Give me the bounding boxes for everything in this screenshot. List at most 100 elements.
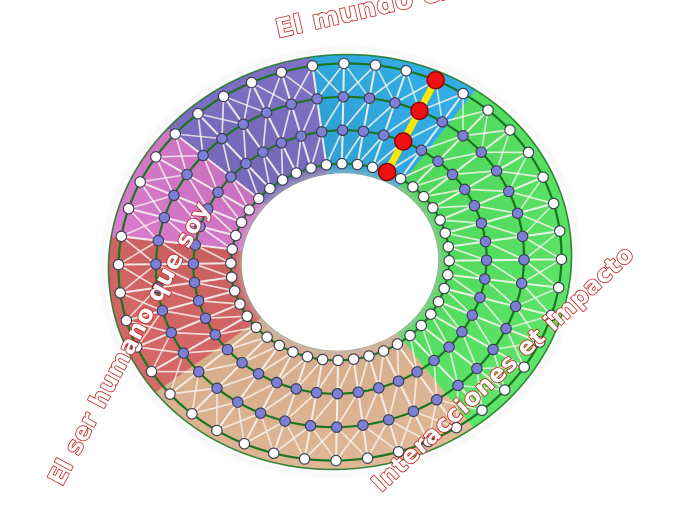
highlight-node-1[interactable] bbox=[377, 162, 397, 182]
node-white bbox=[134, 176, 146, 188]
node-blue bbox=[192, 295, 205, 307]
mesh-diagonal bbox=[451, 170, 498, 176]
mesh-spoke bbox=[197, 348, 229, 373]
node-white bbox=[442, 241, 455, 253]
highlight-line[interactable] bbox=[383, 76, 440, 176]
node-blue bbox=[285, 98, 298, 110]
node-white bbox=[145, 365, 158, 378]
highlight-node-2[interactable] bbox=[394, 132, 413, 151]
mesh-diagonal bbox=[399, 160, 439, 180]
node-blue bbox=[231, 396, 244, 408]
node-white bbox=[417, 190, 430, 203]
node-blue bbox=[254, 407, 267, 419]
mesh-spoke bbox=[259, 381, 278, 415]
node-white bbox=[250, 321, 263, 334]
mesh-diagonal bbox=[437, 300, 463, 333]
mesh-fan bbox=[507, 151, 530, 193]
mesh-diagonal bbox=[117, 263, 159, 289]
mesh-diagonal bbox=[492, 348, 506, 391]
mesh-spoke bbox=[204, 302, 241, 320]
mesh-diagonal bbox=[387, 380, 400, 421]
node-white bbox=[457, 87, 469, 100]
highlight-node-3[interactable] bbox=[410, 101, 429, 121]
mesh-spoke bbox=[480, 212, 519, 225]
node-blue bbox=[181, 168, 193, 181]
mesh-spoke bbox=[229, 176, 260, 200]
mesh-fan bbox=[250, 81, 293, 105]
node-blue bbox=[168, 189, 180, 202]
node-blue bbox=[260, 106, 273, 119]
mesh-fan bbox=[150, 331, 173, 373]
mesh-fan bbox=[120, 216, 166, 238]
mesh-spoke bbox=[215, 361, 244, 390]
node-blue bbox=[237, 118, 250, 131]
node-blue bbox=[466, 309, 479, 321]
mesh-diagonal bbox=[155, 263, 196, 284]
node-blue bbox=[436, 116, 449, 128]
node-blue bbox=[201, 203, 214, 215]
mesh-spoke bbox=[420, 324, 451, 348]
mesh-diagonal bbox=[441, 109, 489, 123]
mesh-diagonal bbox=[295, 135, 303, 174]
node-white bbox=[243, 204, 255, 216]
mesh-diagonal bbox=[272, 424, 312, 455]
mesh-spoke bbox=[447, 240, 487, 248]
mesh-diagonal bbox=[479, 296, 507, 330]
mesh-diagonal bbox=[485, 259, 523, 285]
node-blue bbox=[257, 146, 269, 158]
node-white bbox=[336, 157, 348, 170]
mesh-spoke bbox=[433, 359, 460, 387]
mesh-spoke bbox=[475, 367, 506, 392]
node-white bbox=[522, 146, 535, 159]
node-white bbox=[432, 295, 445, 308]
node-blue bbox=[411, 366, 423, 378]
mesh-diagonal bbox=[446, 273, 481, 299]
mesh-diagonal bbox=[366, 418, 390, 459]
mesh-diagonal bbox=[262, 151, 271, 190]
mesh-diagonal bbox=[120, 235, 157, 266]
node-white bbox=[363, 350, 375, 362]
node-white bbox=[537, 171, 549, 183]
node-blue bbox=[432, 155, 444, 168]
mesh-spoke bbox=[439, 204, 476, 222]
mesh-diagonal bbox=[300, 97, 318, 137]
mesh-spoke bbox=[139, 180, 175, 197]
mesh-diagonal bbox=[230, 176, 251, 211]
node-white bbox=[361, 452, 374, 464]
highlighted-radial-path[interactable] bbox=[377, 71, 445, 182]
mesh-diagonal bbox=[243, 420, 286, 445]
mesh-diagonal bbox=[520, 282, 553, 317]
mesh-diagonal bbox=[420, 134, 464, 152]
highlight-node-4[interactable] bbox=[426, 71, 445, 90]
node-white bbox=[235, 216, 248, 229]
mesh-spoke bbox=[521, 230, 561, 238]
node-white bbox=[273, 339, 286, 352]
mesh-spoke bbox=[444, 222, 483, 235]
mesh-fan bbox=[343, 62, 371, 100]
mesh-fan bbox=[311, 65, 345, 98]
node-blue bbox=[357, 419, 369, 431]
node-blue bbox=[490, 165, 503, 177]
node-white bbox=[407, 181, 419, 193]
mesh-diagonal bbox=[409, 334, 418, 373]
node-blue bbox=[392, 375, 405, 387]
mesh-spoke bbox=[170, 317, 207, 334]
node-white bbox=[482, 104, 494, 116]
mesh-diagonal bbox=[242, 123, 247, 165]
mesh-diagonal bbox=[221, 137, 232, 178]
mesh-spoke bbox=[154, 155, 188, 176]
mesh-diagonal bbox=[412, 173, 454, 188]
mesh-diagonal bbox=[439, 219, 483, 225]
mesh-spoke bbox=[446, 273, 486, 281]
mesh-spoke bbox=[437, 300, 474, 317]
mesh-diagonal bbox=[169, 387, 218, 395]
mesh-diagonal bbox=[265, 71, 283, 114]
mesh-diagonal bbox=[259, 388, 298, 414]
node-blue bbox=[150, 258, 162, 270]
mesh-spoke bbox=[241, 336, 269, 364]
mesh-diagonal bbox=[173, 194, 201, 228]
mesh-diagonal bbox=[432, 204, 476, 209]
node-white bbox=[112, 258, 125, 271]
mesh-spoke bbox=[507, 176, 545, 193]
